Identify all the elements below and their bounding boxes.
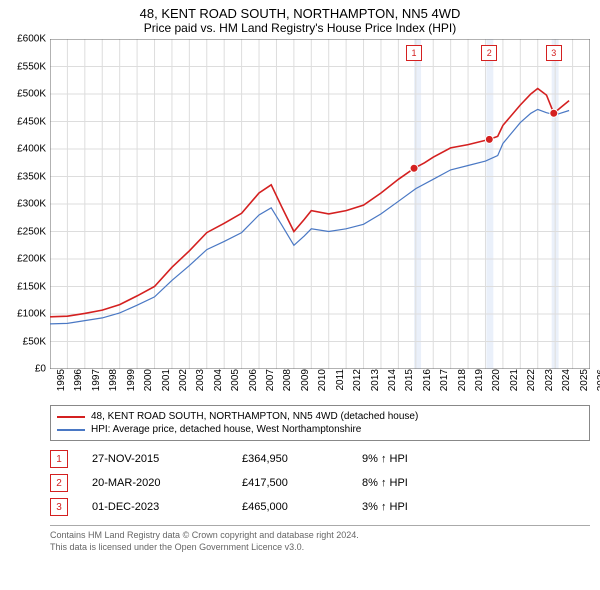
sale-badge: 2 [50,474,68,492]
y-tick-label: £400K [17,144,50,155]
y-tick-label: £350K [17,171,50,182]
x-tick-label: 2005 [228,369,241,391]
y-tick-label: £0 [35,364,50,375]
x-tick-label: 2008 [280,369,293,391]
chart-plot-area: £0£50K£100K£150K£200K£250K£300K£350K£400… [50,39,590,369]
y-tick-label: £300K [17,199,50,210]
x-tick-label: 2009 [298,369,311,391]
footer: Contains HM Land Registry data © Crown c… [50,525,590,553]
x-tick-label: 2003 [193,369,206,391]
y-tick-label: £450K [17,116,50,127]
y-tick-label: £100K [17,309,50,320]
x-tick-label: 2020 [489,369,502,391]
sale-date: 01-DEC-2023 [92,501,242,513]
x-tick-label: 1999 [124,369,137,391]
footer-line2: This data is licensed under the Open Gov… [50,542,590,554]
sale-date: 27-NOV-2015 [92,453,242,465]
x-tick-label: 2007 [263,369,276,391]
y-tick-label: £600K [17,34,50,45]
sale-price: £364,950 [242,453,362,465]
legend-row: HPI: Average price, detached house, West… [57,423,583,436]
legend-label: HPI: Average price, detached house, West… [91,424,361,435]
chart-container: 48, KENT ROAD SOUTH, NORTHAMPTON, NN5 4W… [0,0,600,590]
y-tick-label: £550K [17,61,50,72]
legend-swatch [57,429,85,431]
x-tick-label: 1998 [106,369,119,391]
x-tick-label: 2001 [159,369,172,391]
x-tick-label: 2022 [524,369,537,391]
sale-price: £417,500 [242,477,362,489]
x-tick-label: 2002 [176,369,189,391]
y-tick-label: £150K [17,281,50,292]
x-tick-label: 2010 [315,369,328,391]
y-tick-label: £250K [17,226,50,237]
x-tick-label: 2012 [350,369,363,391]
x-tick-label: 2006 [246,369,259,391]
y-tick-label: £200K [17,254,50,265]
chart-svg [50,39,590,369]
x-tick-label: 1997 [89,369,102,391]
x-tick-label: 2011 [333,369,346,391]
x-tick-label: 2018 [455,369,468,391]
legend-label: 48, KENT ROAD SOUTH, NORTHAMPTON, NN5 4W… [91,411,418,422]
sales-row: 3 01-DEC-2023£465,0003% ↑ HPI [50,495,590,519]
sales-row: 2 20-MAR-2020£417,5008% ↑ HPI [50,471,590,495]
sale-badge: 1 [50,450,68,468]
sale-badge: 3 [50,498,68,516]
legend: 48, KENT ROAD SOUTH, NORTHAMPTON, NN5 4W… [50,405,590,441]
sale-date: 20-MAR-2020 [92,477,242,489]
sale-marker-badge: 1 [406,45,422,61]
x-tick-label: 2019 [472,369,485,391]
x-tick-label: 2024 [559,369,572,391]
footer-line1: Contains HM Land Registry data © Crown c… [50,530,590,542]
chart-title: 48, KENT ROAD SOUTH, NORTHAMPTON, NN5 4W… [0,0,600,21]
sale-marker-badge: 2 [481,45,497,61]
x-tick-label: 2026 [594,369,600,391]
x-tick-label: 2016 [420,369,433,391]
x-tick-label: 2014 [385,369,398,391]
sale-diff: 9% ↑ HPI [362,453,482,465]
x-tick-label: 2013 [368,369,381,391]
sale-diff: 8% ↑ HPI [362,477,482,489]
x-tick-label: 1995 [54,369,67,391]
legend-row: 48, KENT ROAD SOUTH, NORTHAMPTON, NN5 4W… [57,410,583,423]
sale-marker-badge: 3 [546,45,562,61]
y-tick-label: £50K [23,336,50,347]
sale-diff: 3% ↑ HPI [362,501,482,513]
sales-row: 1 27-NOV-2015£364,9509% ↑ HPI [50,447,590,471]
x-tick-label: 2023 [542,369,555,391]
chart-subtitle: Price paid vs. HM Land Registry's House … [0,21,600,39]
sale-price: £465,000 [242,501,362,513]
x-tick-label: 2017 [437,369,450,391]
x-tick-label: 1996 [71,369,84,391]
x-tick-label: 2004 [211,369,224,391]
y-tick-label: £500K [17,89,50,100]
sales-table: 1 27-NOV-2015£364,9509% ↑ HPI 2 20-MAR-2020… [50,447,590,519]
x-tick-label: 2021 [507,369,520,391]
x-tick-label: 2015 [402,369,415,391]
x-tick-label: 2000 [141,369,154,391]
legend-swatch [57,416,85,418]
x-tick-label: 2025 [577,369,590,391]
